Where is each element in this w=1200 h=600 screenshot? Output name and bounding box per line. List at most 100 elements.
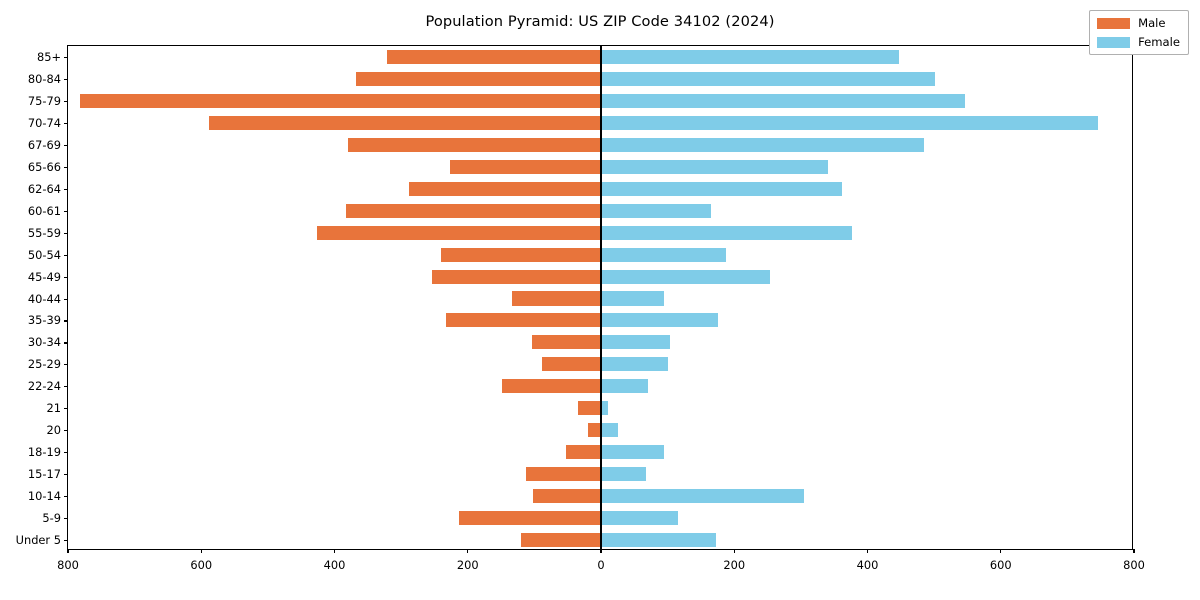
y-tick-label: 21 xyxy=(46,401,62,416)
y-tick-mark xyxy=(63,166,68,168)
bar-row xyxy=(68,247,1132,262)
legend-swatch-icon xyxy=(1097,17,1131,29)
x-tick-label: 600 xyxy=(989,558,1012,572)
bar-male xyxy=(79,93,601,108)
x-tick-mark xyxy=(600,549,602,554)
y-tick-mark xyxy=(63,452,68,454)
bar-male xyxy=(532,335,601,350)
bar-female xyxy=(601,445,665,460)
bar-row xyxy=(68,357,1132,372)
y-tick-label: 65-66 xyxy=(27,159,61,174)
y-tick-label: 80-84 xyxy=(27,71,61,86)
y-tick-label: 45-49 xyxy=(27,269,61,284)
chart-title: Population Pyramid: US ZIP Code 34102 (2… xyxy=(425,13,775,30)
y-tick-mark xyxy=(63,540,68,542)
y-tick-mark xyxy=(63,254,68,256)
bar-female xyxy=(601,203,711,218)
chart-legend: Male Female xyxy=(1089,10,1189,55)
bar-row xyxy=(68,423,1132,438)
zero-axis-line xyxy=(600,46,602,549)
bar-male xyxy=(345,203,601,218)
bar-male xyxy=(512,291,601,306)
bar-male xyxy=(502,379,601,394)
y-tick-label: 55-59 xyxy=(27,225,61,240)
bar-female xyxy=(601,467,646,482)
bar-male xyxy=(355,71,601,86)
y-tick-mark xyxy=(63,474,68,476)
y-tick-mark xyxy=(63,386,68,388)
y-tick-label: 62-64 xyxy=(27,181,61,196)
x-tick-mark xyxy=(67,549,69,554)
bar-female xyxy=(601,489,804,504)
y-tick-label: 5-9 xyxy=(42,511,61,526)
x-tick-label: 800 xyxy=(57,558,79,572)
bars-layer xyxy=(68,46,1132,549)
x-tick-label: 0 xyxy=(597,558,605,572)
bar-male xyxy=(533,489,601,504)
legend-swatch-icon xyxy=(1097,36,1131,48)
y-tick-label: 60-61 xyxy=(27,203,61,218)
y-tick-label: 10-14 xyxy=(27,489,61,504)
y-tick-mark xyxy=(63,518,68,520)
x-tick-label: 800 xyxy=(1123,558,1145,572)
bar-female xyxy=(601,401,608,416)
bar-female xyxy=(601,511,678,526)
bar-male xyxy=(459,511,601,526)
y-tick-label: 85+ xyxy=(36,49,61,64)
y-tick-mark xyxy=(63,320,68,322)
legend-entry[interactable]: Female xyxy=(1097,35,1180,49)
bar-row xyxy=(68,379,1132,394)
y-tick-mark xyxy=(63,100,68,102)
bar-female xyxy=(601,269,770,284)
x-tick-label: 600 xyxy=(190,558,213,572)
bar-female xyxy=(601,379,648,394)
y-tick-mark xyxy=(63,276,68,278)
y-tick-mark xyxy=(63,188,68,190)
bar-row xyxy=(68,489,1132,504)
bar-female xyxy=(601,225,853,240)
y-tick-label: 70-74 xyxy=(27,115,61,130)
bar-male xyxy=(209,115,601,130)
bar-row xyxy=(68,401,1132,416)
bar-row xyxy=(68,115,1132,130)
bar-male xyxy=(577,401,601,416)
y-tick-label: 15-17 xyxy=(27,467,61,482)
y-tick-mark xyxy=(63,144,68,146)
bar-female xyxy=(601,532,716,548)
x-tick-mark xyxy=(333,549,336,554)
y-tick-label: Under 5 xyxy=(15,533,61,548)
x-tick-mark xyxy=(1133,549,1135,554)
bar-male xyxy=(441,247,601,262)
bar-row xyxy=(68,291,1132,306)
y-tick-mark xyxy=(63,364,68,366)
y-tick-mark xyxy=(63,56,68,59)
bar-female xyxy=(601,137,925,152)
bar-female xyxy=(601,335,671,350)
bar-male xyxy=(521,532,601,548)
bar-female xyxy=(601,423,618,438)
x-tick-mark xyxy=(866,549,869,554)
bar-male xyxy=(566,445,601,460)
bar-male xyxy=(316,225,601,240)
y-tick-label: 18-19 xyxy=(27,445,61,460)
bar-row xyxy=(68,159,1132,174)
bar-male xyxy=(432,269,601,284)
y-tick-mark xyxy=(63,298,68,300)
y-tick-label: 35-39 xyxy=(27,313,61,328)
x-tick-mark xyxy=(200,549,202,554)
legend-entry[interactable]: Male xyxy=(1097,16,1180,30)
y-tick-mark xyxy=(63,78,68,81)
bar-male xyxy=(387,49,601,64)
y-tick-label: 25-29 xyxy=(27,357,61,372)
bar-male xyxy=(542,357,601,372)
y-tick-label: 22-24 xyxy=(27,379,61,394)
bar-male xyxy=(587,423,601,438)
y-tick-mark xyxy=(63,342,68,344)
y-tick-label: 20 xyxy=(46,423,62,438)
bar-female xyxy=(601,159,829,174)
y-tick-label: 40-44 xyxy=(27,291,61,306)
bar-female xyxy=(601,71,936,86)
legend-label: Male xyxy=(1138,16,1166,30)
plot-area: 85+ 80-84 75-79 70-74 67-69 65-66 62-64 60-61 55… xyxy=(16,45,1145,572)
bar-row xyxy=(68,93,1132,108)
